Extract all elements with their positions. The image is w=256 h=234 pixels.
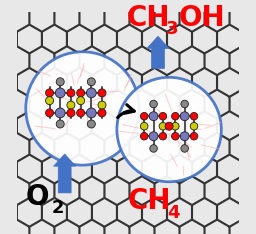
Circle shape (87, 120, 95, 128)
Text: 2: 2 (51, 199, 64, 217)
FancyArrow shape (54, 154, 76, 193)
Circle shape (180, 132, 189, 141)
Circle shape (46, 89, 54, 97)
Circle shape (77, 89, 85, 97)
Circle shape (149, 112, 158, 121)
Text: CH: CH (128, 187, 172, 215)
Circle shape (159, 132, 167, 140)
Circle shape (190, 122, 198, 130)
Circle shape (98, 101, 106, 109)
Text: CH: CH (127, 4, 170, 32)
Circle shape (87, 88, 96, 98)
Circle shape (67, 109, 75, 117)
Text: 3: 3 (166, 20, 178, 38)
Circle shape (26, 52, 139, 165)
Circle shape (172, 132, 179, 140)
Text: 4: 4 (167, 204, 179, 222)
Circle shape (181, 100, 188, 108)
FancyArrow shape (147, 36, 169, 69)
Circle shape (55, 88, 65, 98)
Circle shape (150, 100, 157, 108)
Circle shape (117, 77, 221, 182)
Circle shape (141, 122, 148, 130)
Circle shape (149, 132, 158, 141)
Text: OH: OH (179, 4, 226, 32)
Circle shape (159, 113, 167, 120)
Circle shape (98, 109, 106, 117)
Circle shape (190, 132, 198, 140)
Circle shape (172, 113, 179, 120)
Circle shape (180, 112, 189, 121)
Circle shape (165, 122, 173, 130)
Circle shape (55, 108, 65, 118)
Circle shape (46, 109, 54, 117)
Circle shape (56, 78, 64, 86)
Circle shape (46, 97, 54, 105)
Circle shape (77, 97, 85, 105)
Text: O: O (26, 183, 49, 211)
Circle shape (67, 101, 75, 109)
Circle shape (77, 109, 85, 117)
Circle shape (87, 108, 96, 118)
Circle shape (98, 89, 106, 97)
Circle shape (172, 122, 179, 130)
Circle shape (87, 78, 95, 86)
Circle shape (159, 122, 167, 130)
Circle shape (150, 145, 157, 152)
Circle shape (190, 113, 198, 120)
Circle shape (67, 89, 75, 97)
Circle shape (181, 145, 188, 152)
Circle shape (141, 113, 148, 120)
Circle shape (141, 132, 148, 140)
Circle shape (56, 120, 64, 128)
